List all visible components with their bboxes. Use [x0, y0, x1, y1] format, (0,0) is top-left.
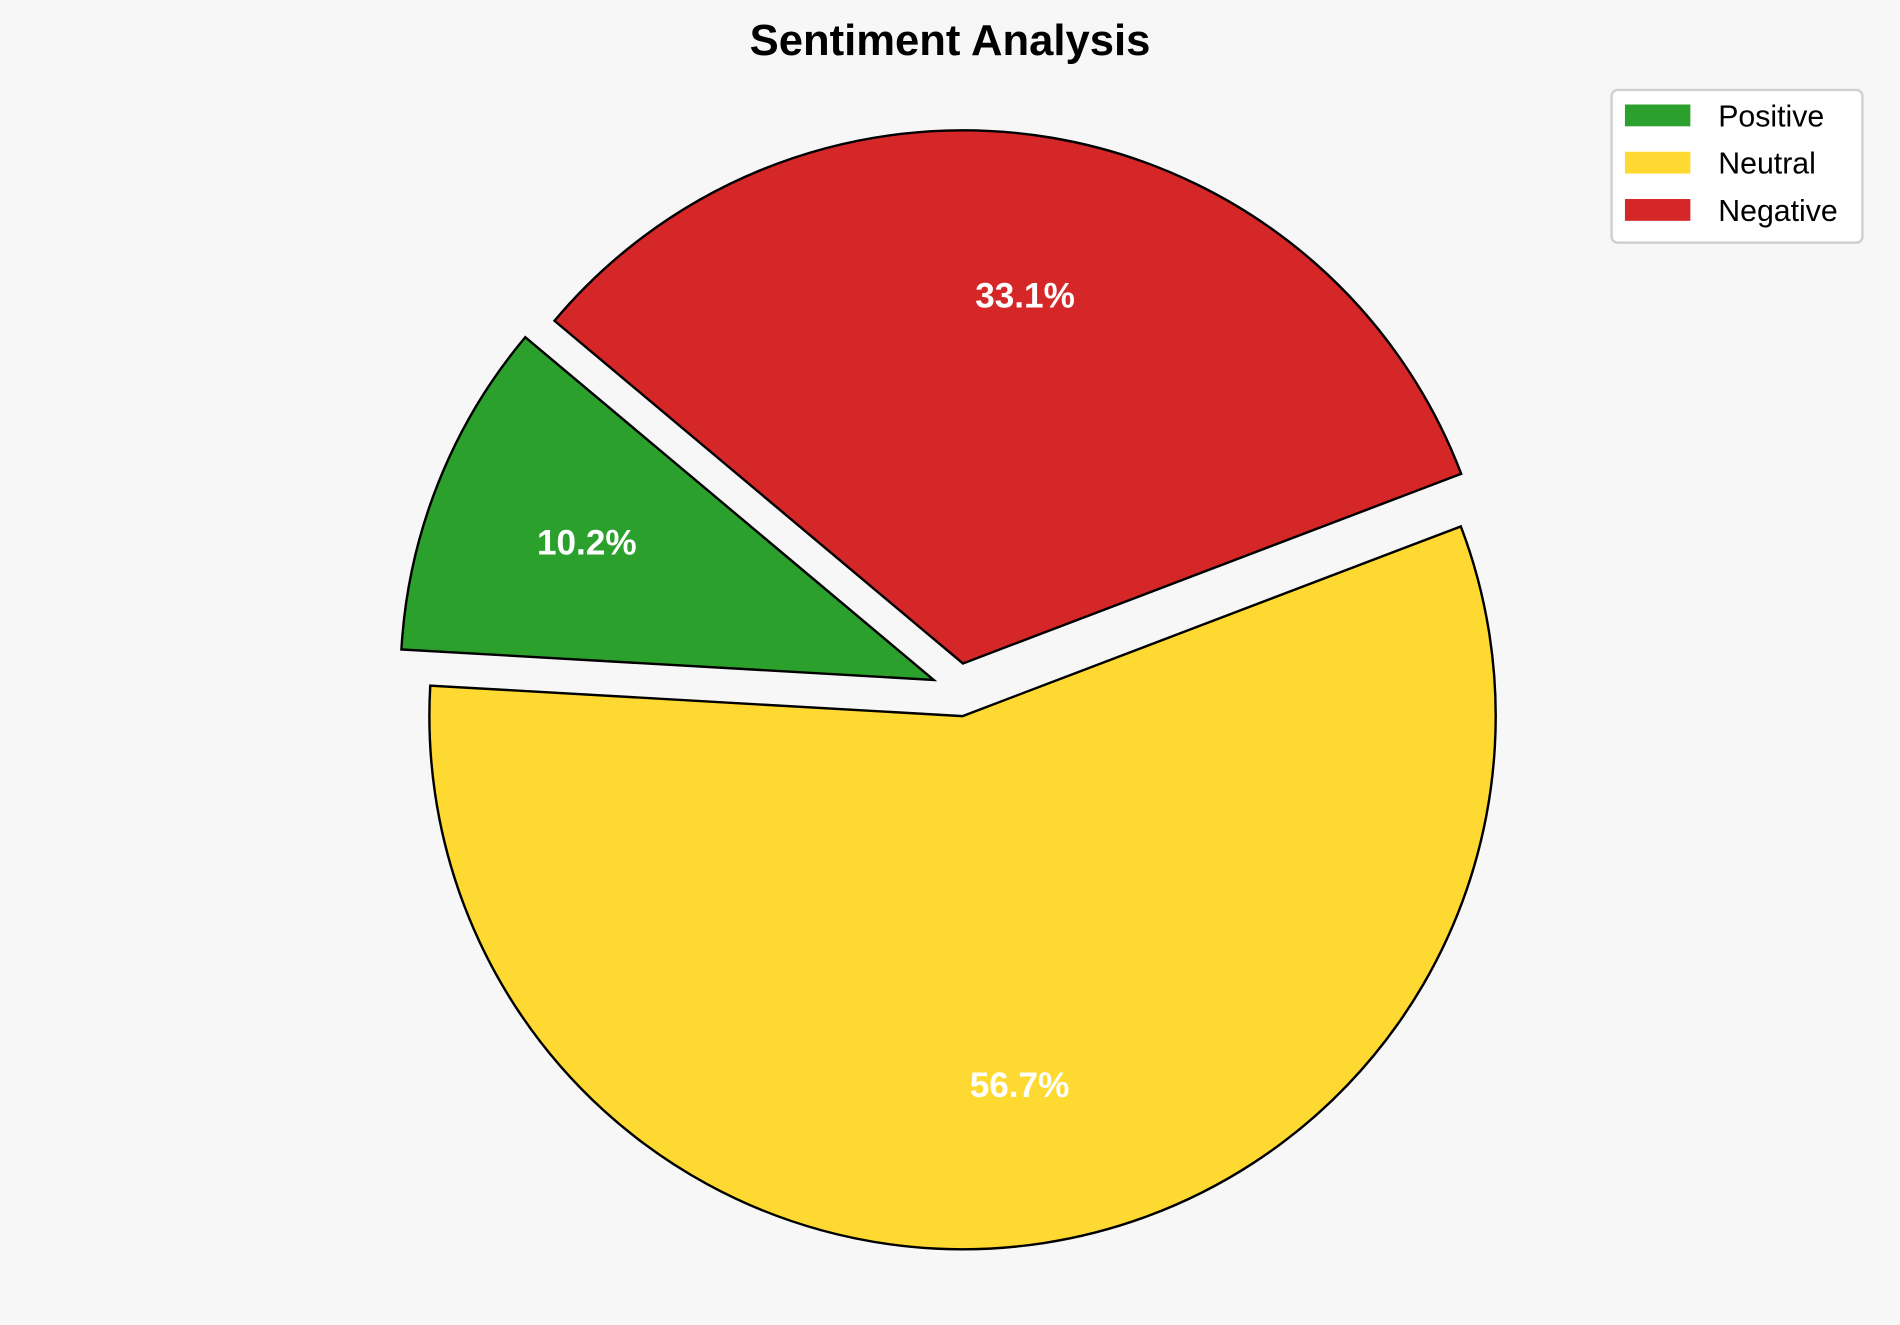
pct-label-neutral: 56.7%: [970, 1066, 1070, 1105]
legend-item-negative: Negative: [1624, 195, 1838, 228]
pct-label-positive: 10.2%: [537, 523, 637, 562]
legend-swatch-negative: [1624, 199, 1691, 221]
legend-swatch-neutral: [1624, 151, 1691, 174]
legend-label-positive: Positive: [1718, 100, 1824, 133]
legend-item-neutral: Neutral: [1624, 148, 1816, 181]
pie-slice-positive: [400, 335, 938, 682]
pie-slice-negative: [552, 129, 1463, 665]
legend-item-positive: Positive: [1624, 100, 1824, 133]
legend: Positive Neutral Negative: [1610, 88, 1864, 244]
legend-swatch-positive: [1624, 104, 1691, 127]
pie-slice-neutral: [428, 524, 1497, 1251]
chart-title: Sentiment Analysis: [750, 17, 1151, 65]
pct-label-negative: 33.1%: [975, 277, 1075, 316]
legend-label-neutral: Neutral: [1718, 148, 1816, 181]
legend-label-negative: Negative: [1718, 195, 1838, 228]
